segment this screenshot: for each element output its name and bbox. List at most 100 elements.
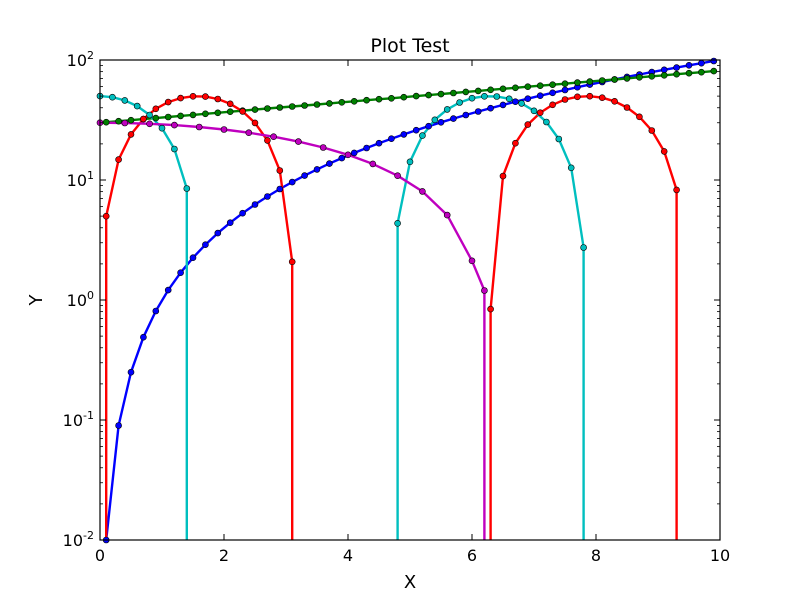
series-5-point [419, 188, 425, 194]
series-1-point [488, 105, 494, 111]
series-1-point [264, 194, 270, 200]
series-4-point [581, 245, 587, 251]
series-2-point [698, 69, 704, 75]
series-4-point [147, 112, 153, 118]
series-3-point [599, 95, 605, 101]
series-1-point [475, 109, 481, 115]
series-2-point [475, 88, 481, 94]
series-1-point [202, 242, 208, 248]
series-3-point [215, 96, 221, 102]
series-2-point [314, 102, 320, 108]
series-2-point [574, 80, 580, 86]
series-1-point [711, 58, 717, 64]
series-4-point [395, 220, 401, 226]
series-1-point [240, 210, 246, 216]
series-3-point [165, 99, 171, 105]
series-3-point [289, 259, 295, 265]
series-3-point [500, 173, 506, 179]
series-5-point [481, 288, 487, 294]
series-3-point [116, 157, 122, 163]
series-3-point [178, 95, 184, 101]
series-3-point [240, 108, 246, 114]
series-1-point [364, 145, 370, 151]
series-1-point [686, 62, 692, 68]
series-2-point [500, 86, 506, 92]
x-tick-label: 4 [343, 546, 353, 565]
series-2-point [103, 119, 109, 125]
series-3-point [674, 187, 680, 193]
series-1-point [376, 140, 382, 146]
series-4-point [122, 97, 128, 103]
series-3-point [103, 213, 109, 219]
x-tick-label: 0 [95, 546, 105, 565]
series-3-point [202, 94, 208, 100]
series-3-point [153, 106, 159, 112]
series-2-point [190, 112, 196, 118]
series-2-point [128, 117, 134, 123]
series-2-point [649, 73, 655, 79]
series-5-point [320, 145, 326, 151]
series-2-point [636, 74, 642, 80]
series-2-point [252, 107, 258, 113]
series-5-point [271, 134, 277, 140]
series-2-point [302, 103, 308, 109]
series-2-point [438, 91, 444, 97]
series-2-point [388, 95, 394, 101]
series-1-point [562, 87, 568, 93]
series-2-point [153, 115, 159, 121]
series-4-point [556, 136, 562, 142]
series-2-point [562, 81, 568, 87]
series-2-point [599, 78, 605, 84]
series-5-point [147, 121, 153, 127]
series-3-point [264, 137, 270, 143]
series-2-point [401, 94, 407, 100]
series-5-point [444, 212, 450, 218]
series-3-point [190, 93, 196, 99]
series-3-point [488, 306, 494, 312]
series-2-point [550, 82, 556, 88]
series-1-point [413, 127, 419, 133]
series-1-point [500, 102, 506, 108]
series-2-point [227, 109, 233, 115]
series-3-point [525, 122, 531, 128]
series-3-point [252, 120, 258, 126]
series-3-point [227, 101, 233, 107]
series-1-point [550, 90, 556, 96]
series-3-point [587, 93, 593, 99]
series-2-point [587, 79, 593, 85]
series-1-point [661, 67, 667, 73]
series-3-point [550, 102, 556, 108]
series-5-point [122, 120, 128, 126]
series-1-point [178, 270, 184, 276]
series-1-point [401, 131, 407, 137]
chart-title: Plot Test [370, 35, 449, 57]
series-5-point [246, 130, 252, 136]
x-tick-label: 6 [467, 546, 477, 565]
series-2-point [264, 106, 270, 112]
series-4-point [419, 133, 425, 139]
series-4-point [134, 103, 140, 109]
series-1-point [153, 308, 159, 314]
series-4-point [457, 100, 463, 106]
series-2-point [116, 118, 122, 124]
series-4-point [494, 94, 500, 100]
series-2-point [450, 90, 456, 96]
series-5-point [295, 139, 301, 145]
series-2-point [376, 96, 382, 102]
series-1-point [302, 173, 308, 179]
series-1-point [351, 150, 357, 156]
series-2-point [426, 92, 432, 98]
series-3-point [128, 131, 134, 137]
series-3-point [537, 110, 543, 116]
series-3-point [636, 114, 642, 120]
series-1-point [128, 369, 134, 375]
x-tick-label: 8 [591, 546, 601, 565]
series-2-point [364, 97, 370, 103]
series-3-point [649, 128, 655, 134]
series-1-point [525, 96, 531, 102]
series-4-point [568, 165, 574, 171]
series-3-point [277, 168, 283, 174]
y-axis-label: Y [26, 294, 47, 307]
series-4-point [543, 119, 549, 125]
